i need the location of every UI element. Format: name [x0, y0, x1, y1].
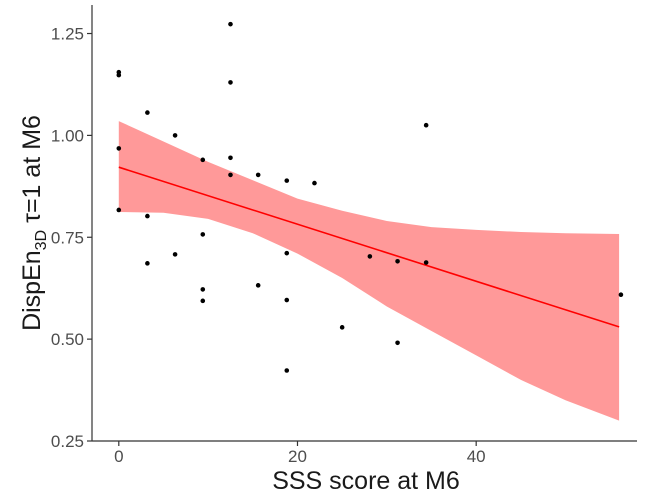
data-point — [200, 158, 205, 163]
y-tick-label: 0.50 — [51, 330, 84, 349]
y-axis-title-suffix: τ=1 at M6 — [18, 115, 46, 230]
data-point — [312, 181, 317, 186]
x-tick-label: 40 — [467, 447, 486, 466]
data-point — [228, 156, 233, 161]
data-point — [284, 178, 289, 183]
data-point — [200, 232, 205, 237]
data-point — [284, 368, 289, 373]
x-tick-label: 0 — [114, 447, 123, 466]
data-point — [228, 22, 233, 27]
data-point — [145, 261, 150, 266]
data-point — [228, 80, 233, 85]
y-tick-label: 1.25 — [51, 25, 84, 44]
data-point — [200, 299, 205, 304]
data-point — [117, 146, 122, 151]
y-axis-title: DispEn3D τ=1 at M6 — [18, 115, 50, 331]
x-axis-title: SSS score at M6 — [272, 467, 460, 495]
data-point — [228, 173, 233, 178]
data-point — [284, 298, 289, 303]
data-point — [340, 325, 345, 330]
data-point — [256, 283, 261, 288]
y-tick-label: 0.75 — [51, 228, 84, 247]
data-point — [395, 340, 400, 345]
data-point — [173, 252, 178, 257]
data-point — [173, 133, 178, 138]
y-tick-label: 0.25 — [51, 432, 84, 451]
data-point — [424, 123, 429, 128]
data-point — [117, 208, 122, 213]
y-axis-title-main: DispEn — [18, 250, 46, 331]
y-axis-title-subscript: 3D — [33, 230, 50, 250]
data-point — [619, 292, 624, 297]
data-point — [256, 173, 261, 178]
data-point — [200, 287, 205, 292]
data-point — [145, 214, 150, 219]
data-point — [395, 259, 400, 264]
data-point — [368, 254, 373, 259]
y-tick-label: 1.00 — [51, 126, 84, 145]
data-point — [117, 73, 122, 78]
x-tick-label: 20 — [288, 447, 307, 466]
data-point — [284, 251, 289, 256]
data-point — [145, 110, 150, 115]
data-point — [424, 260, 429, 265]
